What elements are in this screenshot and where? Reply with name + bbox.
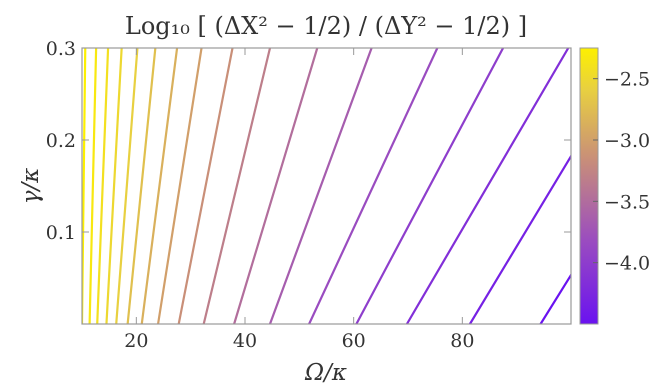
contour-line	[308, 48, 439, 324]
colorbar-ticks: −2.5 −3.0 −3.5 −4.0	[593, 69, 650, 275]
contour-line	[105, 48, 123, 324]
contour-line	[268, 48, 373, 324]
x-tick-label: 60	[342, 330, 366, 352]
contour-line	[468, 154, 571, 324]
contour-line	[140, 48, 179, 324]
contour-line	[405, 48, 570, 324]
contour-line	[115, 48, 139, 324]
x-tick-label: 40	[233, 330, 257, 352]
contour-line	[539, 273, 571, 324]
y-tick-label: 0.2	[46, 130, 76, 152]
contour-line	[96, 48, 110, 324]
y-axis-label: γ/κ	[18, 168, 44, 205]
colorbar-tick-label: −4.0	[604, 253, 650, 275]
y-tick-label: 0.1	[46, 222, 76, 244]
contour-line	[126, 48, 157, 324]
contour-line	[355, 48, 505, 324]
y-axis-ticks: 0.1 0.2 0.3	[46, 38, 571, 244]
y-tick-label: 0.3	[46, 38, 76, 60]
contour-line	[88, 48, 98, 324]
colorbar-tick-label: −3.0	[604, 130, 650, 152]
colorbar-tick-label: −2.5	[604, 69, 650, 91]
x-axis-ticks: 20 40 60 80	[124, 48, 474, 352]
colorbar	[579, 47, 599, 325]
x-axis-label: Ω/κ	[304, 360, 347, 386]
colorbar-tick-label: −3.5	[604, 191, 650, 213]
contour-line	[233, 48, 319, 324]
contour-lines-group	[82, 48, 571, 324]
plot-frame	[81, 47, 572, 325]
x-tick-label: 80	[450, 330, 474, 352]
contour-line	[156, 48, 203, 324]
chart-title: Log₁₀ [ (ΔX² − 1/2) / (ΔY² − 1/2) ]	[125, 12, 527, 40]
contour-line	[202, 48, 272, 324]
contour-line	[177, 48, 234, 324]
x-tick-label: 20	[124, 330, 148, 352]
